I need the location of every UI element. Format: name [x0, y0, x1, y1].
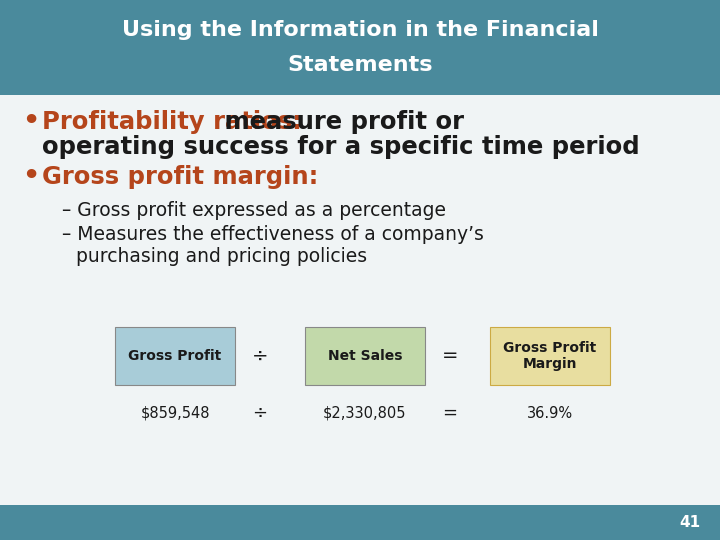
- Text: $859,548: $859,548: [140, 406, 210, 421]
- Text: ÷: ÷: [252, 347, 269, 366]
- Text: Net Sales: Net Sales: [328, 349, 402, 363]
- Text: =: =: [442, 347, 458, 366]
- Text: 41: 41: [679, 515, 700, 530]
- Text: purchasing and pricing policies: purchasing and pricing policies: [76, 247, 367, 267]
- FancyBboxPatch shape: [0, 0, 720, 95]
- FancyBboxPatch shape: [0, 505, 720, 540]
- Text: Gross Profit
Margin: Gross Profit Margin: [503, 341, 597, 371]
- Text: – Gross profit expressed as a percentage: – Gross profit expressed as a percentage: [62, 200, 446, 219]
- Text: measure profit or: measure profit or: [216, 110, 464, 134]
- Text: •: •: [22, 164, 40, 190]
- Text: Statements: Statements: [287, 55, 433, 75]
- Text: •: •: [22, 109, 40, 135]
- Text: – Measures the effectiveness of a company’s: – Measures the effectiveness of a compan…: [62, 226, 484, 245]
- Text: 36.9%: 36.9%: [527, 406, 573, 421]
- Text: Gross profit margin:: Gross profit margin:: [42, 165, 318, 189]
- Text: Gross Profit: Gross Profit: [128, 349, 222, 363]
- FancyBboxPatch shape: [305, 327, 425, 385]
- Text: =: =: [443, 404, 457, 422]
- Text: $2,330,805: $2,330,805: [323, 406, 407, 421]
- FancyBboxPatch shape: [490, 327, 610, 385]
- Text: operating success for a specific time period: operating success for a specific time pe…: [42, 135, 639, 159]
- Text: Using the Information in the Financial: Using the Information in the Financial: [122, 20, 598, 40]
- FancyBboxPatch shape: [115, 327, 235, 385]
- Text: ÷: ÷: [253, 404, 268, 422]
- Text: Profitability ratios:: Profitability ratios:: [42, 110, 302, 134]
